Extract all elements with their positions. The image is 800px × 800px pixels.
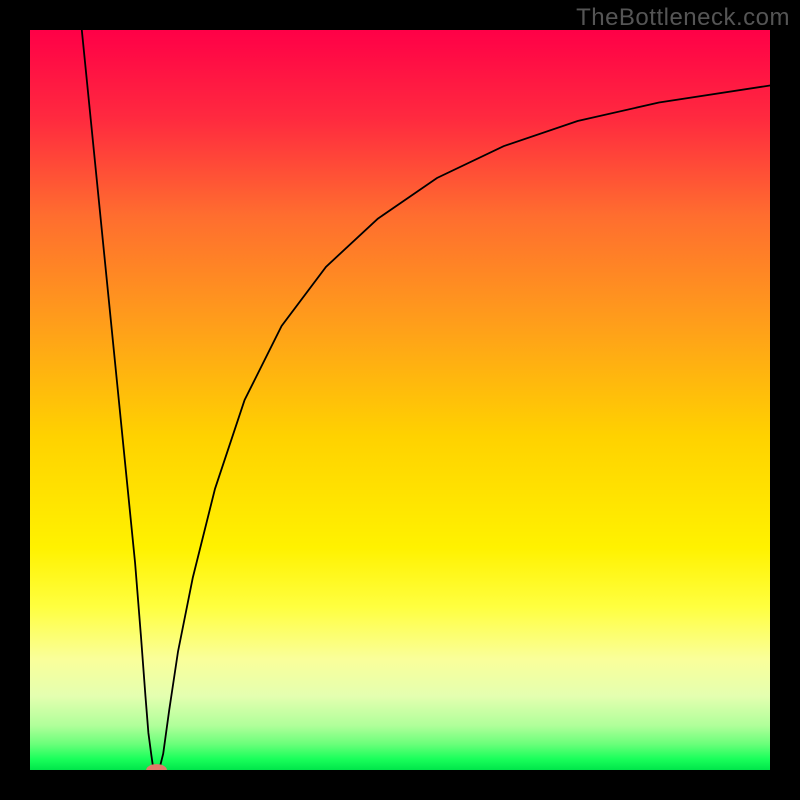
plot-area (30, 30, 770, 770)
chart-container: TheBottleneck.com (0, 0, 800, 800)
plot-svg (30, 30, 770, 770)
plot-background (30, 30, 770, 770)
watermark-text: TheBottleneck.com (576, 4, 790, 32)
